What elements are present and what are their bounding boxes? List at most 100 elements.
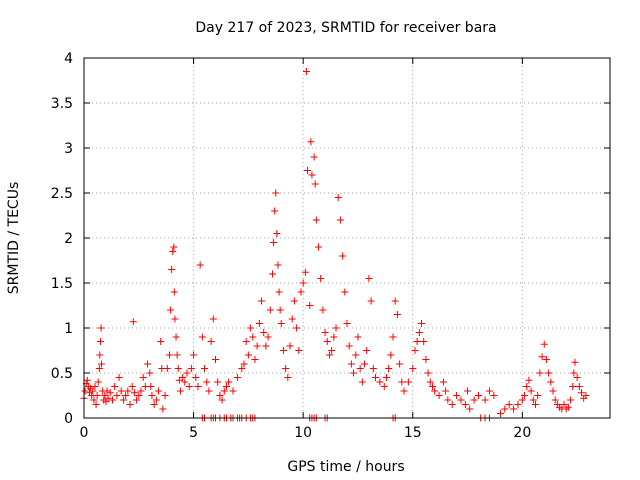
data-point <box>212 356 219 363</box>
data-point <box>258 297 266 305</box>
data-point <box>222 383 230 390</box>
data-point <box>137 387 145 395</box>
data-point <box>317 275 325 282</box>
data-point <box>192 374 200 381</box>
data-point <box>310 153 318 161</box>
data-point <box>431 387 439 395</box>
data-point <box>277 320 285 327</box>
x-tick-label: 10 <box>294 425 312 441</box>
data-point <box>103 387 111 395</box>
data-point <box>531 401 539 408</box>
data-point <box>170 288 178 296</box>
data-point <box>106 389 114 397</box>
data-point <box>325 351 333 359</box>
data-point <box>304 167 312 174</box>
data-point <box>569 383 577 390</box>
y-tick-label: 3.5 <box>51 96 73 112</box>
data-point <box>187 365 195 372</box>
data-point <box>505 401 513 408</box>
data-point <box>268 270 276 278</box>
data-point <box>426 378 434 386</box>
data-point <box>382 374 390 381</box>
data-point <box>518 396 526 404</box>
data-point <box>352 351 360 359</box>
data-point <box>301 268 309 276</box>
data-point <box>96 351 104 359</box>
data-point <box>369 365 377 372</box>
data-point <box>466 405 474 413</box>
data-point <box>83 376 91 384</box>
data-point <box>207 338 215 345</box>
data-point <box>442 387 450 395</box>
data-point <box>510 405 518 413</box>
data-point <box>270 239 278 246</box>
data-point <box>560 401 568 408</box>
data-point <box>293 324 301 332</box>
data-point <box>361 360 369 368</box>
data-point <box>307 138 315 146</box>
data-point <box>130 389 138 397</box>
data-point <box>409 365 417 372</box>
data-point <box>295 347 303 354</box>
data-point <box>578 389 586 397</box>
data-point <box>376 378 384 386</box>
data-point <box>514 401 522 408</box>
data-point <box>122 392 130 399</box>
data-point <box>321 329 329 336</box>
data-point <box>547 378 555 386</box>
data-point <box>380 383 388 390</box>
data-point <box>185 383 193 390</box>
data-point <box>464 387 472 395</box>
data-point <box>461 401 469 408</box>
data-point <box>173 351 181 359</box>
data-point <box>413 338 421 345</box>
x-tick-label: 15 <box>404 425 422 441</box>
data-point <box>95 365 103 372</box>
data-point <box>128 383 136 390</box>
data-point <box>225 378 233 386</box>
data-point <box>171 315 179 323</box>
data-point <box>529 396 537 404</box>
data-point <box>92 401 100 408</box>
data-point <box>272 189 280 197</box>
data-point <box>400 387 408 395</box>
data-point <box>311 180 319 188</box>
data-point <box>345 342 353 350</box>
data-point <box>198 333 206 341</box>
data-point <box>161 392 169 399</box>
y-tick-label: 0 <box>64 411 73 427</box>
y-tick-label: 2.5 <box>51 186 73 202</box>
data-point <box>97 324 105 332</box>
data-point <box>367 297 375 305</box>
data-point <box>363 347 371 354</box>
data-point <box>570 369 578 377</box>
data-point <box>485 387 493 395</box>
data-point <box>582 392 590 399</box>
data-point <box>94 378 102 386</box>
data-point <box>201 365 209 372</box>
data-point <box>96 338 104 345</box>
data-point <box>343 320 351 327</box>
data-point <box>242 338 250 345</box>
data-point <box>523 383 531 390</box>
x-axis-label: GPS time / hours <box>287 459 404 475</box>
y-tick-label: 1 <box>64 321 73 337</box>
data-point <box>81 387 89 395</box>
data-point <box>439 378 447 386</box>
data-point <box>274 261 282 269</box>
data-point <box>393 311 401 318</box>
data-point <box>91 383 99 390</box>
data-point <box>115 374 123 381</box>
data-point <box>444 396 452 404</box>
data-point <box>521 392 529 399</box>
data-point <box>470 396 478 404</box>
data-point <box>169 248 177 255</box>
data-point <box>203 378 211 386</box>
data-point <box>323 338 331 345</box>
data-point <box>365 275 373 282</box>
data-point <box>336 216 344 224</box>
data-point <box>389 333 397 341</box>
data-point <box>536 369 544 377</box>
data-point <box>238 365 246 372</box>
data-point <box>542 356 550 363</box>
